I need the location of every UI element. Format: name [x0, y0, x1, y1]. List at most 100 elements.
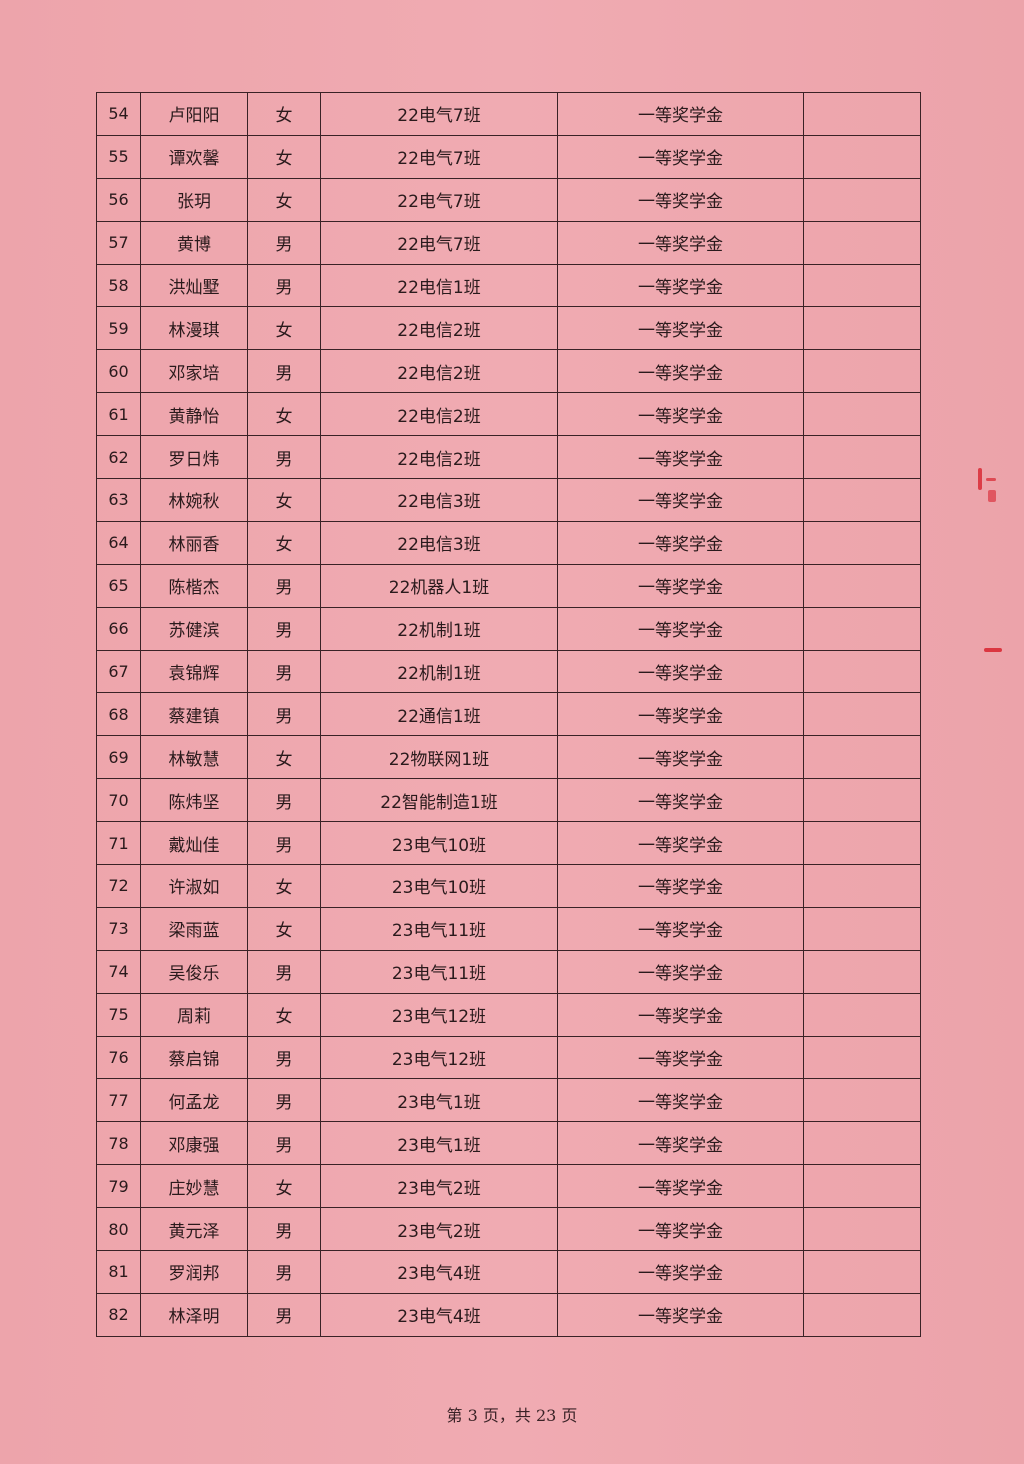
remarks-cell [803, 735, 921, 780]
table-row: 58 洪灿墅男 22电信1班 一等奖学金 [96, 263, 921, 308]
award-type-cell: 一等奖学金 [557, 563, 804, 608]
table-row: 79 庄妙慧女 23电气2班 一等奖学金 [96, 1164, 921, 1209]
table-row: 66 苏健滨男 22机制1班 一等奖学金 [96, 606, 921, 651]
remarks-cell [803, 263, 921, 308]
award-type-cell: 一等奖学金 [557, 1292, 804, 1337]
award-type-cell: 一等奖学金 [557, 606, 804, 651]
student-name-cell: 黄博 [140, 220, 248, 265]
student-name-cell: 张玥 [140, 177, 248, 222]
remarks-cell [803, 949, 921, 994]
class-name-cell: 22电信2班 [320, 435, 558, 480]
award-type-cell: 一等奖学金 [557, 520, 804, 565]
gender-cell: 男 [247, 606, 321, 651]
class-name-cell: 22电气7班 [320, 92, 558, 136]
award-type-cell: 一等奖学金 [557, 949, 804, 994]
class-name-cell: 22电信1班 [320, 263, 558, 308]
gender-cell: 男 [247, 220, 321, 265]
remarks-cell [803, 692, 921, 737]
row-number-cell: 54 [96, 92, 141, 136]
award-table: 54 卢阳阳女 22电气7班 一等奖学金 55 谭欢馨女 22电气7班 一等奖学金 56 张玥女 2… [96, 92, 921, 1337]
class-name-cell: 23电气11班 [320, 906, 558, 951]
award-type-cell: 一等奖学金 [557, 478, 804, 522]
gender-cell: 女 [247, 906, 321, 951]
gender-cell: 女 [247, 177, 321, 222]
remarks-cell [803, 864, 921, 908]
class-name-cell: 22电信2班 [320, 392, 558, 437]
row-number-cell: 74 [96, 949, 141, 994]
award-type-cell: 一等奖学金 [557, 392, 804, 437]
remarks-cell [803, 1078, 921, 1123]
remarks-cell [803, 478, 921, 522]
table-row: 73 梁雨蓝女 23电气11班 一等奖学金 [96, 906, 921, 951]
class-name-cell: 23电气2班 [320, 1207, 558, 1252]
remarks-cell [803, 306, 921, 351]
row-number-cell: 73 [96, 906, 141, 951]
class-name-cell: 23电气2班 [320, 1164, 558, 1209]
row-number-cell: 55 [96, 134, 141, 179]
remarks-cell [803, 1250, 921, 1294]
table-row: 78 邓康强男 23电气1班 一等奖学金 [96, 1121, 921, 1166]
remarks-cell [803, 606, 921, 651]
student-name-cell: 陈炜坚 [140, 778, 248, 823]
row-number-cell: 72 [96, 864, 141, 908]
award-type-cell: 一等奖学金 [557, 92, 804, 136]
gender-cell: 女 [247, 478, 321, 522]
gender-cell: 男 [247, 692, 321, 737]
gender-cell: 男 [247, 1250, 321, 1294]
student-name-cell: 林敏慧 [140, 735, 248, 780]
remarks-cell [803, 392, 921, 437]
seal-fragment [984, 648, 1002, 652]
table-row: 64 林丽香女 22电信3班 一等奖学金 [96, 520, 921, 565]
row-number-cell: 82 [96, 1292, 141, 1337]
student-name-cell: 苏健滨 [140, 606, 248, 651]
award-type-cell: 一等奖学金 [557, 735, 804, 780]
table-row: 82 林泽明男 23电气4班 一等奖学金 [96, 1292, 921, 1337]
row-number-cell: 66 [96, 606, 141, 651]
row-number-cell: 76 [96, 1035, 141, 1080]
remarks-cell [803, 1121, 921, 1166]
table-row: 61 黄静怡女 22电信2班 一等奖学金 [96, 392, 921, 437]
row-number-cell: 62 [96, 435, 141, 480]
class-name-cell: 22智能制造1班 [320, 778, 558, 823]
gender-cell: 男 [247, 1121, 321, 1166]
table-row: 57 黄博男 22电气7班 一等奖学金 [96, 220, 921, 265]
award-type-cell: 一等奖学金 [557, 1121, 804, 1166]
student-name-cell: 何孟龙 [140, 1078, 248, 1123]
student-name-cell: 吴俊乐 [140, 949, 248, 994]
gender-cell: 女 [247, 306, 321, 351]
award-type-cell: 一等奖学金 [557, 134, 804, 179]
award-type-cell: 一等奖学金 [557, 1164, 804, 1209]
student-name-cell: 蔡启锦 [140, 1035, 248, 1080]
gender-cell: 男 [247, 1078, 321, 1123]
student-name-cell: 林漫琪 [140, 306, 248, 351]
table-row: 81 罗润邦男 23电气4班 一等奖学金 [96, 1250, 921, 1294]
class-name-cell: 22电气7班 [320, 177, 558, 222]
row-number-cell: 80 [96, 1207, 141, 1252]
award-table-body: 54 卢阳阳女 22电气7班 一等奖学金 55 谭欢馨女 22电气7班 一等奖学金 56 张玥女 2… [96, 92, 921, 1337]
row-number-cell: 64 [96, 520, 141, 565]
class-name-cell: 22电信3班 [320, 478, 558, 522]
row-number-cell: 70 [96, 778, 141, 823]
table-row: 75 周莉女 23电气12班 一等奖学金 [96, 992, 921, 1037]
row-number-cell: 63 [96, 478, 141, 522]
student-name-cell: 许淑如 [140, 864, 248, 908]
remarks-cell [803, 778, 921, 823]
table-row: 56 张玥女 22电气7班 一等奖学金 [96, 177, 921, 222]
gender-cell: 女 [247, 735, 321, 780]
student-name-cell: 邓康强 [140, 1121, 248, 1166]
class-name-cell: 23电气10班 [320, 821, 558, 866]
award-type-cell: 一等奖学金 [557, 992, 804, 1037]
student-name-cell: 黄静怡 [140, 392, 248, 437]
gender-cell: 女 [247, 134, 321, 179]
remarks-cell [803, 435, 921, 480]
class-name-cell: 22电信2班 [320, 349, 558, 394]
gender-cell: 男 [247, 1207, 321, 1252]
award-type-cell: 一等奖学金 [557, 821, 804, 866]
class-name-cell: 22通信1班 [320, 692, 558, 737]
student-name-cell: 梁雨蓝 [140, 906, 248, 951]
gender-cell: 男 [247, 949, 321, 994]
award-type-cell: 一等奖学金 [557, 906, 804, 951]
class-name-cell: 23电气4班 [320, 1250, 558, 1294]
row-number-cell: 60 [96, 349, 141, 394]
